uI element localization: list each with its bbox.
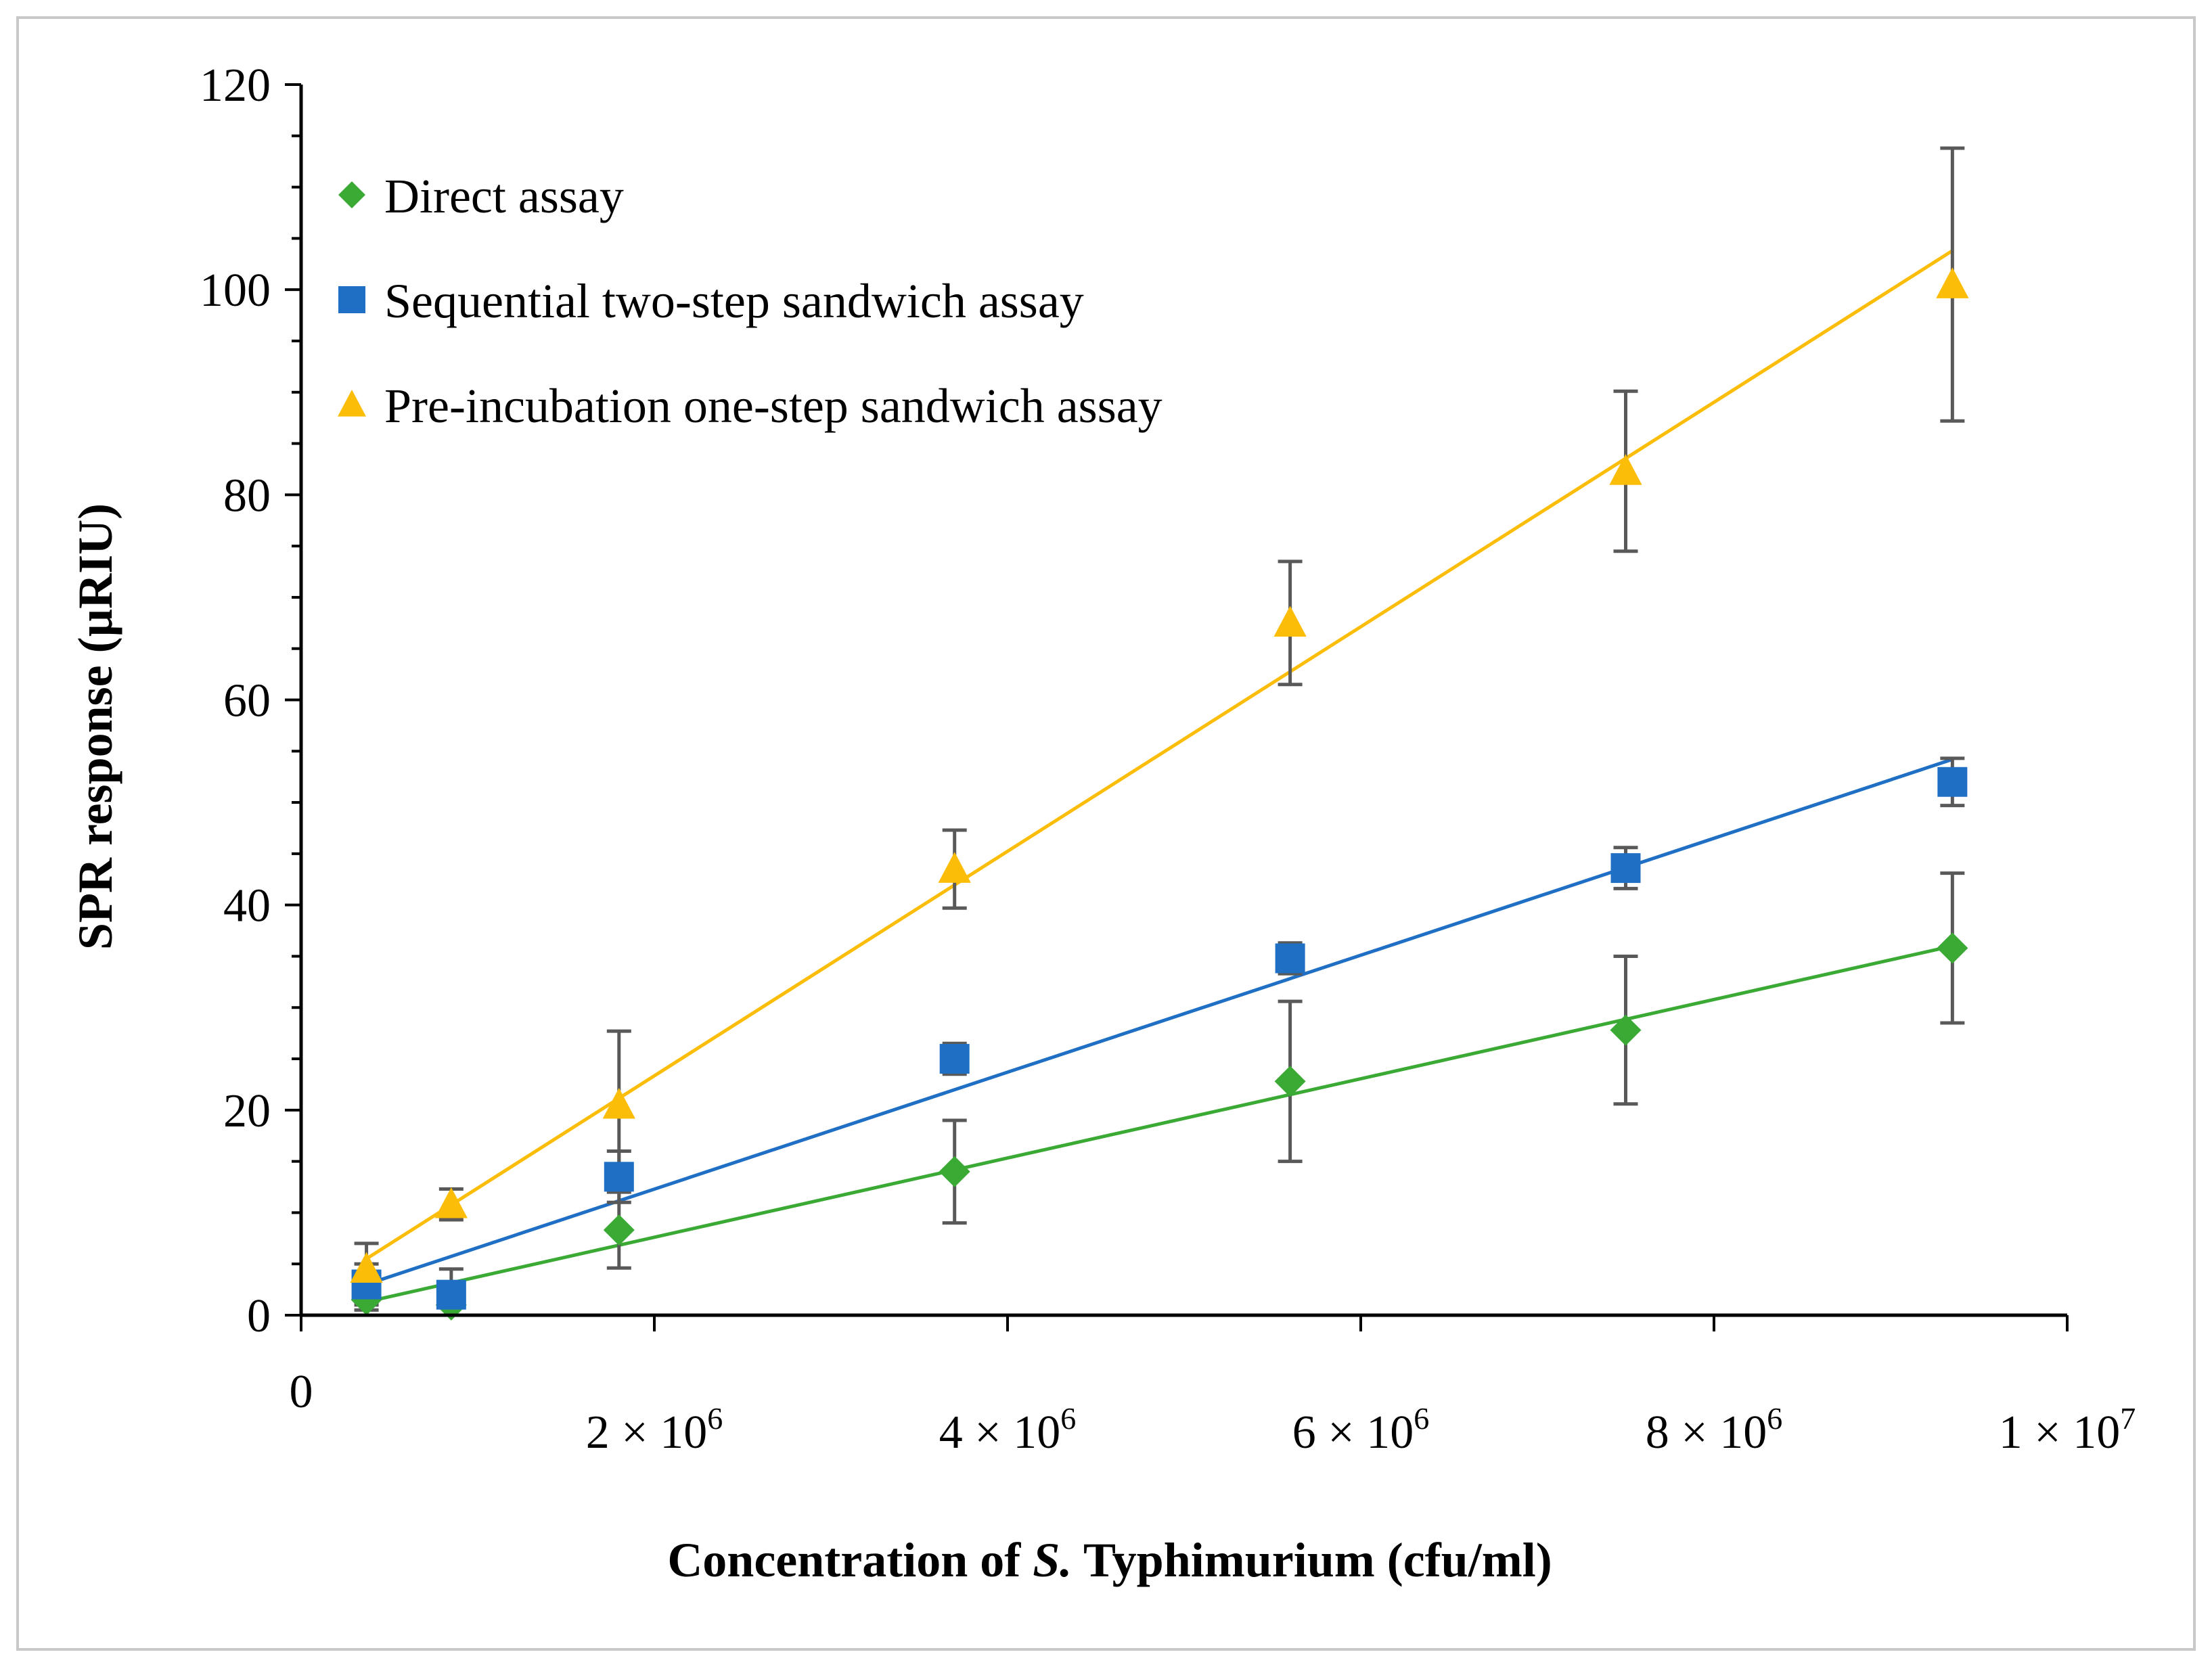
data-point-square (604, 1162, 634, 1192)
y-tick-label: 100 (200, 265, 271, 317)
legend-marker-square (338, 286, 365, 313)
data-point-triangle (602, 1087, 635, 1119)
x-tick-exponent: 6 (1414, 1401, 1429, 1436)
data-point-triangle (1609, 454, 1642, 485)
data-point-square (436, 1279, 466, 1310)
data-markers (350, 267, 1969, 1321)
data-point-diamond (1274, 1066, 1306, 1097)
legend-item: Direct assay (338, 169, 624, 223)
x-tick-label: 8 × 106 (1646, 1401, 1782, 1459)
data-point-triangle (350, 1252, 383, 1283)
x-axis-label-italic: S. (1033, 1533, 1072, 1587)
y-tick-label: 40 (223, 880, 271, 932)
axes: 0 20 40 60 80 100 120 0 2 × 106 4 × 106 6 × 106 8 ×… (200, 60, 2136, 1459)
legend-item: Sequential two-step sandwich assay (338, 274, 1084, 328)
x-tick-label: 6 × 106 (1292, 1401, 1429, 1459)
y-tick-label: 120 (200, 60, 271, 112)
y-axis-label: SPR response (µRIU) (68, 503, 122, 950)
fit-lines (365, 249, 1954, 1304)
y-tick-label: 20 (223, 1085, 271, 1137)
data-point-triangle (434, 1187, 468, 1218)
x-axis-label-prefix: Concentration of (667, 1533, 1033, 1587)
fit-line-square (365, 758, 1954, 1286)
x-axis-label: Concentration of S. Typhimurium (cfu/ml) (667, 1533, 1552, 1587)
legend-label: Sequential two-step sandwich assay (384, 274, 1084, 328)
x-tick-label: 4 × 106 (939, 1401, 1076, 1459)
x-tick-exponent: 6 (707, 1401, 723, 1436)
data-point-square (939, 1044, 970, 1074)
legend-item: Pre-incubation one-step sandwich assay (338, 379, 1163, 433)
data-point-diamond (1937, 932, 1968, 964)
figure-frame (16, 16, 2196, 1651)
fit-line-triangle (365, 249, 1954, 1260)
data-point-triangle (938, 852, 971, 883)
fit-line-diamond (366, 944, 1953, 1304)
data-point-diamond (1610, 1014, 1642, 1046)
y-tick-label: 80 (223, 470, 271, 522)
data-point-square (1275, 943, 1305, 974)
data-point-triangle (1936, 267, 1969, 298)
legend-marker-triangle (338, 390, 366, 417)
data-point-diamond (939, 1156, 970, 1187)
y-tick-label: 60 (223, 675, 271, 727)
x-axis-label-suffix: Typhimurium (cfu/ml) (1072, 1533, 1552, 1587)
y-tick-label: 0 (247, 1290, 271, 1342)
x-tick-label: 1 × 107 (1999, 1401, 2136, 1459)
data-point-triangle (1273, 606, 1307, 637)
x-tick-exponent: 6 (1767, 1401, 1782, 1436)
legend-label: Direct assay (384, 169, 624, 223)
legend-label: Pre-incubation one-step sandwich assay (384, 379, 1163, 433)
legend-marker-diamond (338, 181, 365, 208)
data-point-square (1937, 767, 1968, 797)
x-tick-label: 0 (290, 1366, 313, 1418)
x-tick-exponent: 7 (2120, 1401, 2136, 1436)
legend: Direct assay Sequential two-step sandwich… (338, 169, 1163, 433)
data-point-diamond (603, 1214, 635, 1246)
x-tick-label: 2 × 106 (586, 1401, 723, 1459)
x-tick-exponent: 6 (1060, 1401, 1076, 1436)
data-point-square (1610, 853, 1641, 884)
